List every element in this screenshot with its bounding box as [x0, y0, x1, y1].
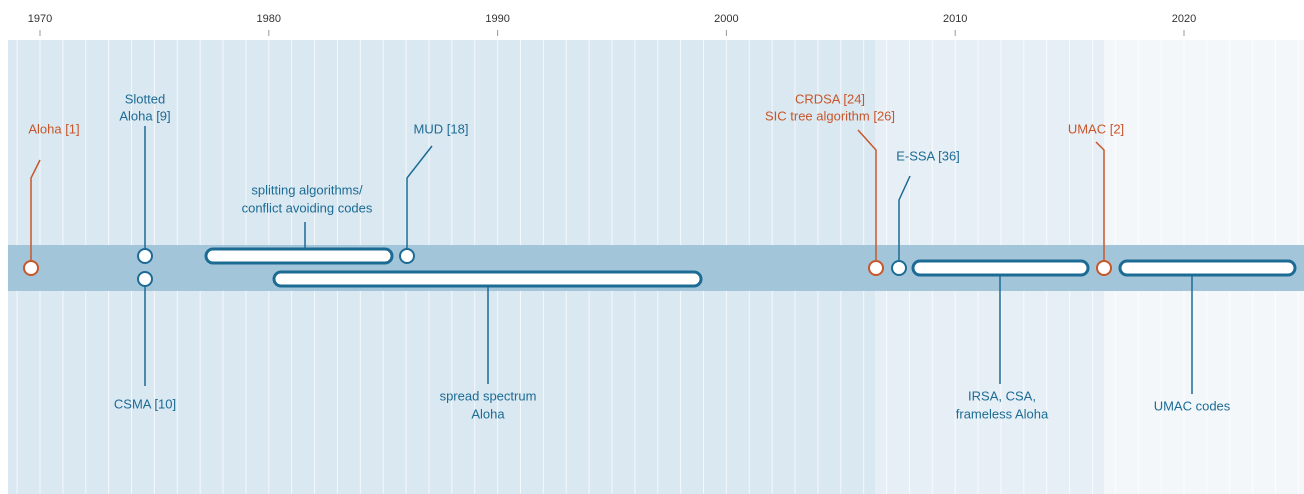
event-label: spread spectrum [440, 388, 537, 403]
connector [857, 129, 877, 260]
event-label: IRSA, CSA, [968, 388, 1036, 403]
period-bar [911, 259, 1090, 277]
axis-label: 2000 [714, 13, 738, 25]
event-label: E-SSA [36] [896, 148, 960, 163]
event-label: frameless Aloha [956, 406, 1049, 421]
period-bar [272, 270, 703, 288]
event-label: CSMA [10] [114, 396, 176, 411]
connector [30, 159, 41, 260]
axis-label: 2020 [1172, 13, 1196, 25]
event-label: SIC tree algorithm [26] [765, 108, 895, 123]
axis-label: 1980 [257, 13, 281, 25]
event-dot [868, 260, 884, 276]
event-label: Slotted [125, 91, 165, 106]
event-dot [891, 260, 907, 276]
axis: 1970 1980 1990 2000 2010 2020 [28, 13, 1196, 36]
event-label: Aloha [9] [119, 108, 170, 123]
event-dot [1096, 260, 1112, 276]
event-label: Aloha [1] [28, 121, 79, 136]
event-label: MUD [18] [414, 121, 469, 136]
event-dot [137, 271, 153, 287]
event-dot [137, 248, 153, 264]
event-label: UMAC [2] [1068, 121, 1124, 136]
axis-label: 1970 [28, 13, 52, 25]
connector [406, 145, 433, 248]
event-label: UMAC codes [1154, 398, 1231, 413]
event-dot [23, 260, 39, 276]
connector [898, 175, 911, 260]
event-dot [399, 248, 415, 264]
period-bar [1118, 259, 1297, 277]
axis-label: 1990 [485, 13, 509, 25]
event-label: conflict avoiding codes [242, 200, 373, 215]
axis-label: 2010 [943, 13, 967, 25]
event-label: splitting algorithms/ [251, 182, 363, 197]
event-label: CRDSA [24] [795, 91, 865, 106]
period-bar [204, 247, 394, 265]
event-label: Aloha [471, 406, 505, 421]
connector [1095, 141, 1105, 260]
